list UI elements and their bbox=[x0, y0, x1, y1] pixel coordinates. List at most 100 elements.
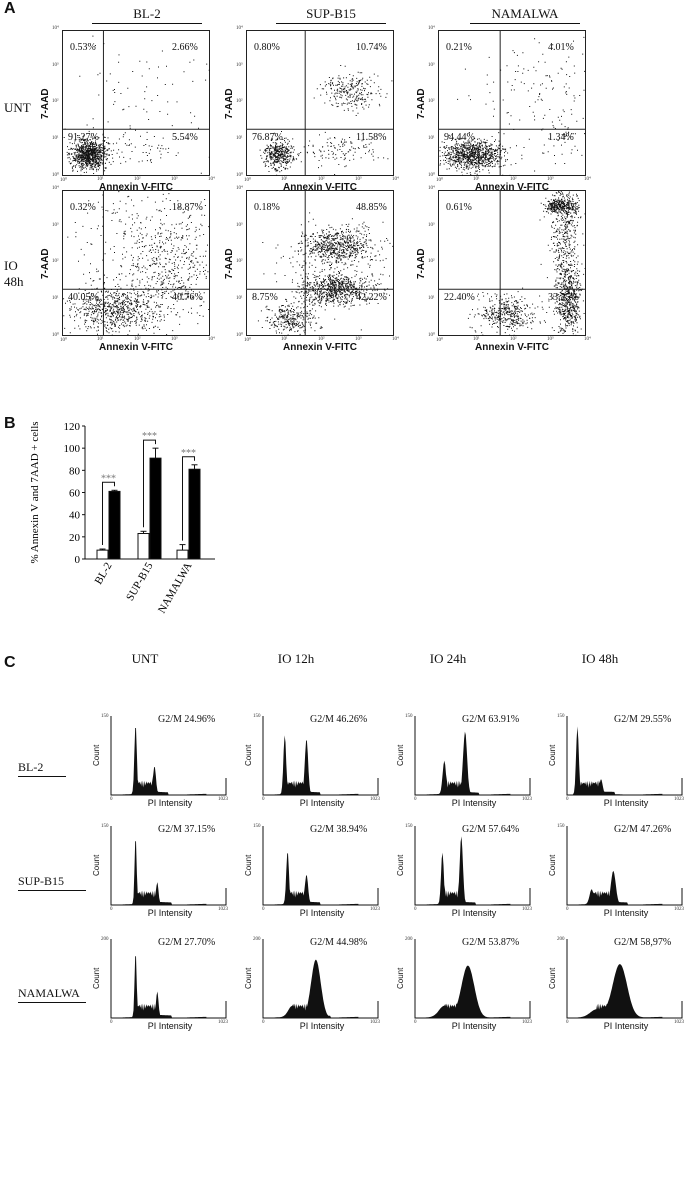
quadrant-lr-percent: 11.58% bbox=[356, 132, 387, 144]
hist-y-axis-label: Count bbox=[548, 744, 557, 766]
histogram-area bbox=[112, 728, 207, 795]
col-head-supb15: SUP-B15 bbox=[276, 6, 386, 24]
y-tick-label: 10² bbox=[236, 99, 243, 104]
hist-y-axis-label: Count bbox=[244, 854, 253, 876]
panel-c-letter: C bbox=[4, 654, 16, 671]
quadrant-lr-percent: 42.22% bbox=[356, 292, 387, 304]
event-dots bbox=[252, 212, 394, 336]
hist-y-max-tick: 150 bbox=[101, 714, 109, 719]
category-label-namalwa: NAMALWA bbox=[156, 560, 195, 615]
y-tick-label: 10² bbox=[428, 99, 435, 104]
quadrant-lr-percent: 5.54% bbox=[172, 132, 198, 144]
hist-x-axis-label: PI Intensity bbox=[147, 908, 193, 918]
hist-y-max-tick: 150 bbox=[557, 824, 565, 829]
significance-stars: *** bbox=[142, 431, 157, 442]
x-tick-label: 10⁴ bbox=[584, 177, 591, 182]
hist-x-tick-1023: 1023 bbox=[370, 907, 380, 912]
bar-namalwa-series-1 bbox=[176, 549, 189, 560]
histogram-svg bbox=[110, 716, 227, 796]
row-label-unt-text: UNT bbox=[4, 100, 31, 115]
y-axis-label: 7-AAD bbox=[224, 88, 235, 119]
g2m-percent: G2/M 53.87% bbox=[462, 937, 520, 948]
x-tick-label: 10¹ bbox=[473, 337, 480, 342]
hist-x-axis-label: PI Intensity bbox=[147, 1021, 193, 1031]
col-head-bl2: BL-2 bbox=[92, 6, 202, 24]
hist-x-tick-1023: 1023 bbox=[218, 1020, 228, 1025]
col-head-namalwa: NAMALWA bbox=[470, 6, 580, 24]
quadrant-ur-percent: 10.74% bbox=[356, 42, 387, 53]
quadrant-ll-percent: 76.87% bbox=[252, 132, 283, 144]
quadrant-lr-percent: 33.25% bbox=[548, 292, 579, 304]
histogram-area bbox=[416, 965, 511, 1018]
dot-plot-svg bbox=[62, 190, 210, 336]
cell-line-label-text: NAMALWA bbox=[18, 986, 80, 1000]
y-tick-label: 10¹ bbox=[428, 135, 435, 141]
x-tick-label: 10⁴ bbox=[208, 177, 215, 182]
y-tick-label: 10⁰ bbox=[52, 173, 60, 178]
cell-line-label-2: NAMALWA bbox=[18, 986, 86, 1003]
col-head-supb15-text: SUP-B15 bbox=[306, 6, 356, 21]
x-tick-label: 10⁰ bbox=[60, 178, 68, 183]
quadrant-lr-percent: 40.76% bbox=[172, 292, 203, 304]
category-label-bl-2: BL-2 bbox=[93, 561, 115, 587]
category-label-sup-b15: SUP-B15 bbox=[124, 560, 156, 603]
quadrant-ur-percent: 43.74% bbox=[548, 202, 579, 213]
histogram-svg bbox=[566, 939, 683, 1019]
bar-sup-b15-series-1 bbox=[137, 533, 150, 560]
hist-y-axis-label: Count bbox=[396, 967, 405, 989]
y-tick-label: 10¹ bbox=[236, 295, 243, 301]
quadrant-ll-percent: 22.40% bbox=[444, 292, 475, 304]
hist-y-max-tick: 200 bbox=[557, 937, 565, 942]
significance-bracket bbox=[102, 481, 115, 546]
x-axis-label: Annexin V-FITC bbox=[475, 182, 549, 193]
hist-x-tick-0: 0 bbox=[262, 907, 265, 912]
x-axis-label: Annexin V-FITC bbox=[283, 342, 357, 353]
quadrant-ur-percent: 18.87% bbox=[172, 202, 203, 213]
x-axis-label: Annexin V-FITC bbox=[475, 342, 549, 353]
y-tick-label: 10¹ bbox=[236, 135, 243, 141]
hist-x-tick-0: 0 bbox=[414, 797, 417, 802]
histogram-r0-c0 bbox=[110, 716, 228, 796]
dot-plot-bl2-io48 bbox=[62, 190, 210, 336]
bar-sup-b15-series-2 bbox=[149, 457, 162, 560]
hist-col-title-3: IO 48h bbox=[581, 651, 619, 666]
hist-col-title-2: IO 24h bbox=[429, 651, 467, 666]
x-tick-label: 10⁴ bbox=[208, 337, 215, 342]
quadrant-ll-percent: 94.44% bbox=[444, 132, 475, 144]
hist-x-tick-0: 0 bbox=[262, 1020, 265, 1025]
y-tick-label: 10⁴ bbox=[428, 186, 435, 191]
x-tick-label: 10¹ bbox=[473, 177, 480, 182]
dot-plot-namalwa-unt bbox=[438, 30, 586, 176]
hist-y-max-tick: 200 bbox=[101, 937, 109, 942]
row-label-48h-text: 48h bbox=[4, 274, 24, 289]
hist-x-tick-1023: 1023 bbox=[370, 797, 380, 802]
hist-x-tick-1023: 1023 bbox=[674, 1020, 684, 1025]
x-tick-label: 10⁰ bbox=[244, 338, 252, 343]
g2m-percent: G2/M 24.96% bbox=[158, 714, 216, 725]
y-tick-label: 20 bbox=[69, 532, 81, 544]
plot-frame bbox=[438, 30, 586, 176]
histogram-area bbox=[264, 735, 359, 795]
y-axis-label: 7-AAD bbox=[224, 248, 235, 279]
hist-x-tick-1023: 1023 bbox=[218, 907, 228, 912]
histogram-svg bbox=[110, 826, 227, 906]
histogram-axes bbox=[110, 716, 227, 796]
significance-stars: *** bbox=[101, 473, 116, 484]
hist-x-axis-label: PI Intensity bbox=[299, 1021, 345, 1031]
g2m-percent: G2/M 27.70% bbox=[158, 937, 216, 948]
quadrant-ul-percent: 0.21% bbox=[446, 42, 472, 53]
hist-x-axis-label: PI Intensity bbox=[603, 908, 649, 918]
cell-line-label-1: SUP-B15 bbox=[18, 874, 86, 891]
row-label-io-text: IO bbox=[4, 258, 18, 273]
histogram-svg bbox=[262, 716, 379, 796]
hist-x-axis-label: PI Intensity bbox=[147, 798, 193, 808]
plot-frame bbox=[62, 30, 210, 176]
histogram-r0-c3 bbox=[566, 716, 684, 796]
col-head-namalwa-text: NAMALWA bbox=[491, 6, 559, 21]
x-tick-label: 10⁴ bbox=[392, 337, 399, 342]
x-tick-label: 10³ bbox=[547, 177, 554, 182]
histogram-axes bbox=[262, 716, 379, 796]
histogram-area bbox=[568, 964, 663, 1018]
significance-bracket bbox=[143, 439, 156, 528]
y-tick-label: 10⁴ bbox=[236, 186, 243, 191]
